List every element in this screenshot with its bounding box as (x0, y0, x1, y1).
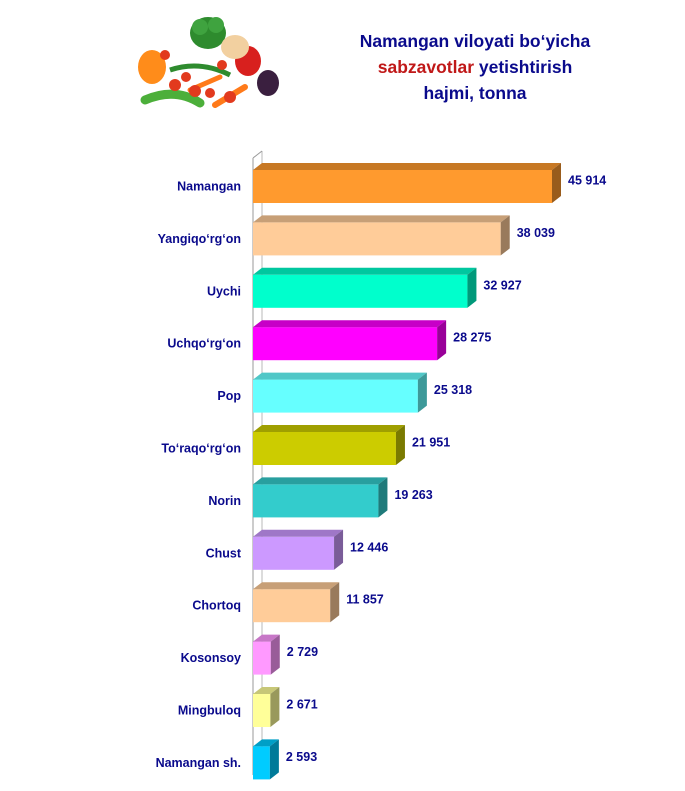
value-label: 38 039 (517, 226, 555, 240)
bar (253, 739, 279, 780)
title-highlight: sabzavotlar (377, 57, 475, 77)
bar-side (330, 582, 340, 623)
value-label: 12 446 (350, 540, 388, 554)
pepper-shape (138, 50, 166, 84)
value-label: 2 593 (286, 750, 317, 764)
bar-front (253, 484, 379, 518)
category-label: Yangiqo‘rg‘on (158, 232, 241, 246)
bar (253, 582, 340, 623)
bar-front (253, 536, 335, 570)
bar-top (253, 634, 280, 642)
value-label: 45 914 (568, 174, 606, 188)
bar (253, 372, 427, 413)
bar-side (378, 477, 388, 518)
bar (253, 687, 280, 727)
category-label: Norin (208, 494, 241, 508)
bar-front (253, 274, 468, 308)
category-label: Pop (217, 389, 241, 403)
bar-front (253, 327, 438, 361)
value-label: 32 927 (483, 278, 521, 292)
category-label: To‘raqo‘rg‘on (161, 442, 241, 456)
bar-top (253, 477, 388, 485)
bar-top (253, 320, 447, 328)
category-label: Uychi (207, 284, 241, 298)
value-label: 2 729 (287, 645, 318, 659)
bar (253, 634, 280, 675)
category-label: Namangan (177, 180, 241, 194)
vegetables-image (138, 17, 279, 108)
category-label: Uchqo‘rg‘on (167, 337, 241, 351)
category-label: Chortoq (192, 599, 241, 613)
bar (253, 267, 477, 308)
bar-top (253, 529, 344, 537)
bar-top (253, 425, 405, 432)
value-label: 28 275 (453, 331, 491, 345)
bar (253, 320, 447, 361)
bar-side (552, 163, 561, 203)
bar (253, 529, 344, 570)
value-label: 25 318 (434, 383, 472, 397)
bar (253, 215, 510, 256)
value-label: 11 857 (346, 593, 384, 607)
bar-top (253, 372, 427, 380)
value-label: 21 951 (412, 436, 450, 450)
bar-side (467, 267, 477, 308)
bar (253, 163, 561, 203)
chart-title: Namangan viloyati bo‘yicha sabzavotlar y… (330, 28, 620, 106)
bar-side (270, 687, 280, 727)
title-line-2: sabzavotlar yetishtirish (330, 54, 620, 80)
category-label: Chust (206, 546, 242, 560)
bar-front (253, 589, 331, 623)
bar-top (253, 267, 477, 275)
bar-side (500, 215, 510, 256)
y-axis-top-edge (252, 150, 263, 159)
category-label: Namangan sh. (156, 756, 241, 770)
title-line-1: Namangan viloyati bo‘yicha (359, 31, 591, 51)
bar-front (253, 694, 271, 727)
bar-side (334, 529, 344, 570)
bar-front (253, 641, 271, 675)
title-line-2-rest: yetishtirish (474, 57, 573, 77)
bar-front (253, 379, 418, 413)
bar-side (270, 634, 280, 675)
bar-front (253, 170, 552, 203)
bar-side (269, 739, 279, 780)
title-line-3: hajmi, tonna (423, 83, 527, 103)
bar (253, 425, 405, 465)
bar-side (437, 320, 447, 361)
bar-front (253, 222, 501, 256)
bar-front (253, 746, 270, 780)
bar-top (253, 739, 279, 747)
bar-front (253, 432, 396, 465)
bar-top (253, 687, 280, 694)
bar-top (253, 163, 561, 170)
bar-top (253, 215, 510, 223)
value-label: 2 671 (286, 698, 317, 712)
bar-side (417, 372, 427, 413)
bar-top (253, 582, 340, 590)
value-label: 19 263 (394, 488, 432, 502)
bar (253, 477, 388, 518)
category-label: Kosonsoy (181, 651, 241, 665)
bar-side (395, 425, 405, 465)
category-label: Mingbuloq (178, 704, 241, 718)
